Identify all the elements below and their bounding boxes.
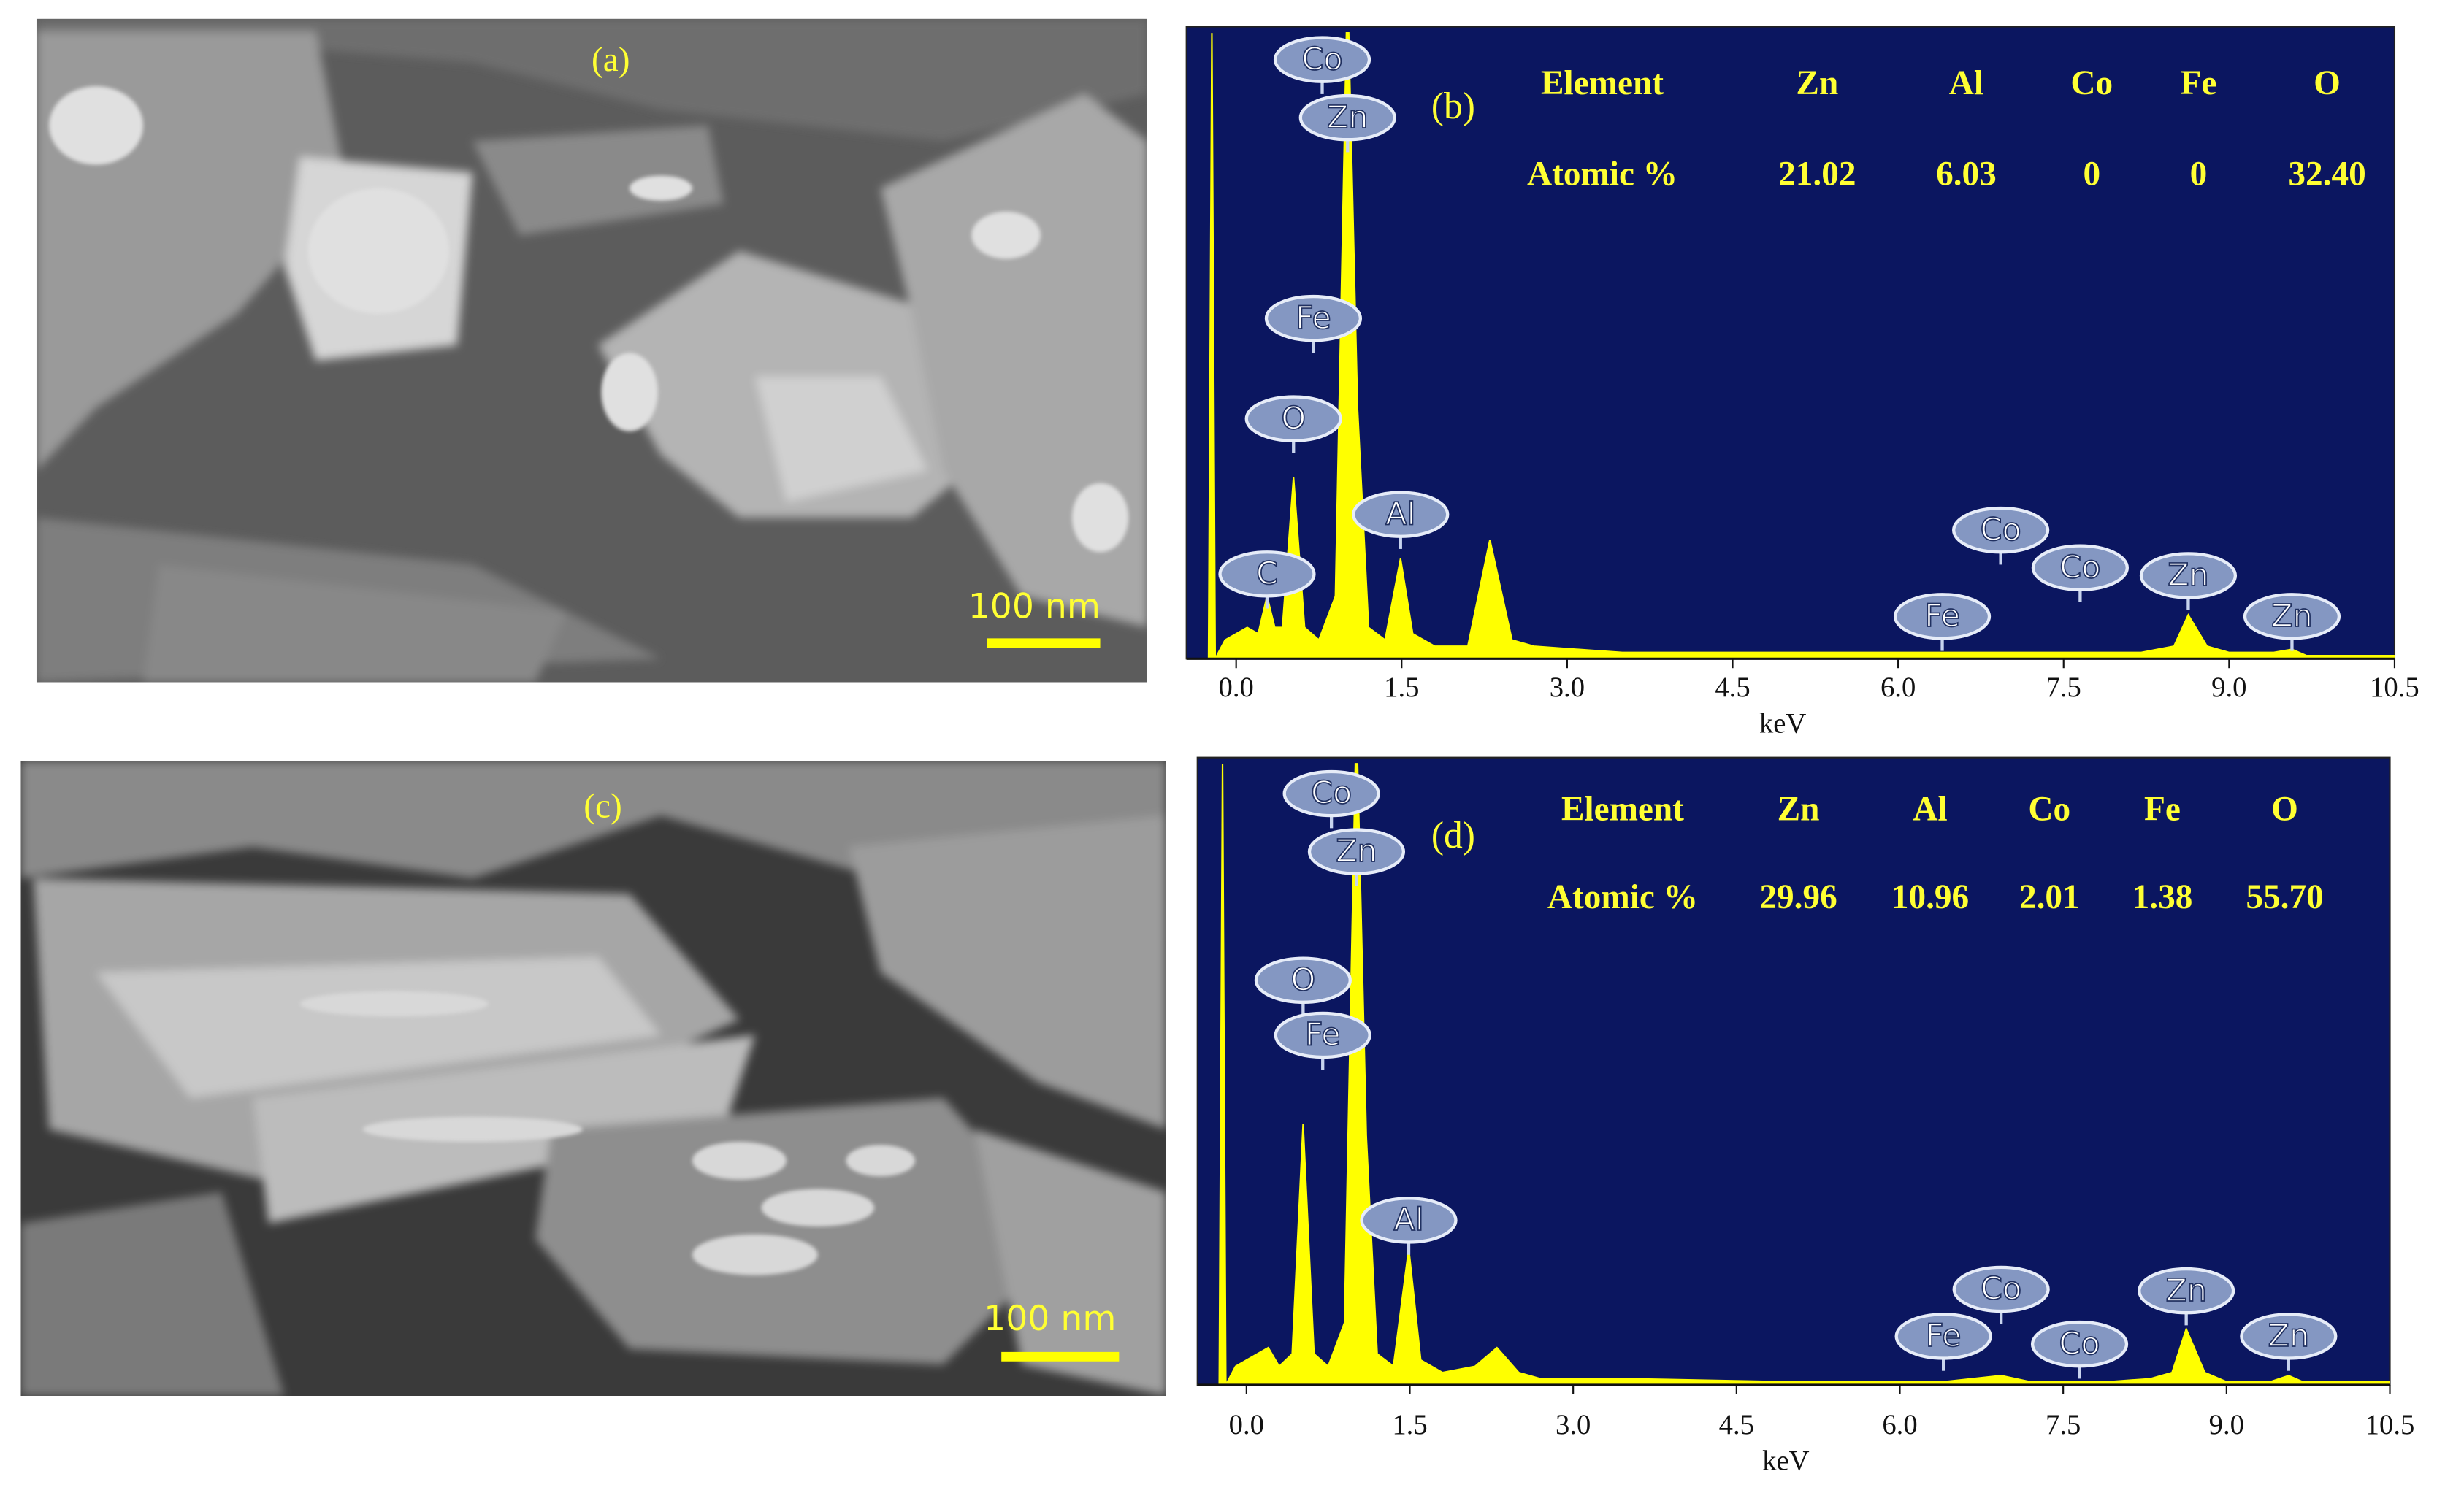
peak-label: Zn xyxy=(2165,1272,2207,1309)
table-header: Co xyxy=(2028,791,2070,829)
table-cell: 0 xyxy=(2084,156,2101,193)
table-header: Zn xyxy=(1796,64,1838,102)
peak-label: Fe xyxy=(1296,300,1331,337)
peak-label: C xyxy=(1256,556,1278,592)
peak-balloon xyxy=(2030,1320,2129,1368)
panel-label: (c) xyxy=(584,787,621,825)
sem-image xyxy=(36,18,1147,683)
peak-balloon xyxy=(1274,1011,1371,1059)
x-tick-label: 1.5 xyxy=(1384,672,1419,703)
table-header: Co xyxy=(2070,64,2113,102)
x-tick-label: 3.0 xyxy=(1556,1410,1591,1440)
peak-balloon xyxy=(1218,550,1316,598)
peak-label: Zn xyxy=(2268,1318,2310,1354)
peak-label: Co xyxy=(2059,1326,2100,1362)
x-tick-label: 9.0 xyxy=(2209,1410,2244,1440)
table-cell: 2.01 xyxy=(2019,878,2080,916)
peak-balloon xyxy=(2139,552,2238,599)
peak-label: Fe xyxy=(1924,598,1960,634)
table-cell: 0 xyxy=(2190,156,2208,193)
panel-label: (d) xyxy=(1431,815,1475,856)
table-cell: 6.03 xyxy=(1936,156,1997,193)
x-tick-label: 4.5 xyxy=(1719,1410,1754,1440)
peak-label: Co xyxy=(1301,41,1342,77)
table-cell: 32.40 xyxy=(2288,156,2365,193)
peak-label: Co xyxy=(2059,549,2100,586)
table-cell: 21.02 xyxy=(1778,156,1856,193)
peak-balloon xyxy=(1264,294,1363,342)
peak-balloon xyxy=(1952,506,2050,554)
peak-label: Al xyxy=(1393,1202,1423,1238)
table-header: O xyxy=(2271,791,2298,829)
panel-label: (b) xyxy=(1431,85,1475,127)
table-header: Al xyxy=(1949,64,1983,102)
peak-balloon xyxy=(1307,828,1406,875)
x-tick-label: 1.5 xyxy=(1392,1410,1427,1440)
table-cell: 1.38 xyxy=(2132,878,2193,916)
x-tick-label: 10.5 xyxy=(2370,672,2419,703)
peak-balloon xyxy=(1254,956,1352,1004)
scale-bar-label: 100 nm xyxy=(968,587,1101,627)
peak-balloon xyxy=(1894,1313,1992,1360)
table-header: Zn xyxy=(1778,791,1820,829)
peak-label: Zn xyxy=(2168,557,2209,594)
x-tick-label: 4.5 xyxy=(1715,672,1750,703)
peak-balloon xyxy=(2031,544,2129,591)
peak-balloon xyxy=(1298,93,1396,142)
table-cell: 55.70 xyxy=(2246,878,2323,916)
table-header: Element xyxy=(1561,791,1684,829)
peak-label: Zn xyxy=(2271,598,2313,634)
table-cell: Atomic % xyxy=(1527,156,1677,193)
scale-bar-label: 100 nm xyxy=(984,1299,1116,1339)
panel-label: (a) xyxy=(592,41,630,79)
table-header: Element xyxy=(1541,64,1664,102)
peak-label: Co xyxy=(1311,775,1352,812)
peak-label: Al xyxy=(1385,496,1415,532)
peak-label: Co xyxy=(1980,512,2021,548)
peak-label: Fe xyxy=(1926,1318,1962,1354)
table-cell: 10.96 xyxy=(1891,878,1969,916)
peak-balloon xyxy=(2240,1313,2338,1360)
table-header: O xyxy=(2314,64,2341,102)
peak-balloon xyxy=(1273,36,1371,83)
x-axis-label: keV xyxy=(1759,709,1806,740)
x-axis-label: keV xyxy=(1762,1446,1809,1476)
sem-image xyxy=(20,760,1166,1397)
peak-balloon xyxy=(1352,491,1450,538)
spectrum-area xyxy=(1186,32,2395,659)
spectrum-area xyxy=(1197,763,2390,1386)
table-header: Fe xyxy=(2144,791,2181,829)
x-tick-label: 0.0 xyxy=(1229,1410,1264,1440)
table-cell: Atomic % xyxy=(1547,878,1698,916)
x-tick-label: 7.5 xyxy=(2046,672,2081,703)
x-tick-label: 9.0 xyxy=(2211,672,2246,703)
peak-balloon xyxy=(1282,769,1380,818)
peak-balloon xyxy=(2138,1267,2235,1315)
peak-label: Fe xyxy=(1305,1017,1341,1053)
peak-label: Zn xyxy=(1327,99,1369,136)
table-cell: 29.96 xyxy=(1759,878,1837,916)
x-tick-label: 10.5 xyxy=(2365,1410,2415,1440)
x-tick-label: 6.0 xyxy=(1880,672,1916,703)
peak-balloon xyxy=(1952,1265,2050,1313)
peak-label: Co xyxy=(1981,1271,2021,1308)
peak-balloon xyxy=(1244,395,1342,442)
peak-label: Zn xyxy=(1336,833,1377,869)
table-header: Al xyxy=(1913,791,1947,829)
x-tick-label: 3.0 xyxy=(1550,672,1585,703)
x-tick-label: 0.0 xyxy=(1219,672,1254,703)
x-tick-label: 6.0 xyxy=(1882,1410,1917,1440)
peak-balloon xyxy=(1893,593,1992,640)
peak-label: O xyxy=(1290,961,1315,998)
peak-label: O xyxy=(1281,400,1306,437)
table-header: Fe xyxy=(2180,64,2216,102)
peak-balloon xyxy=(2243,593,2341,640)
peak-balloon xyxy=(1360,1197,1458,1244)
x-tick-label: 7.5 xyxy=(2046,1410,2081,1440)
